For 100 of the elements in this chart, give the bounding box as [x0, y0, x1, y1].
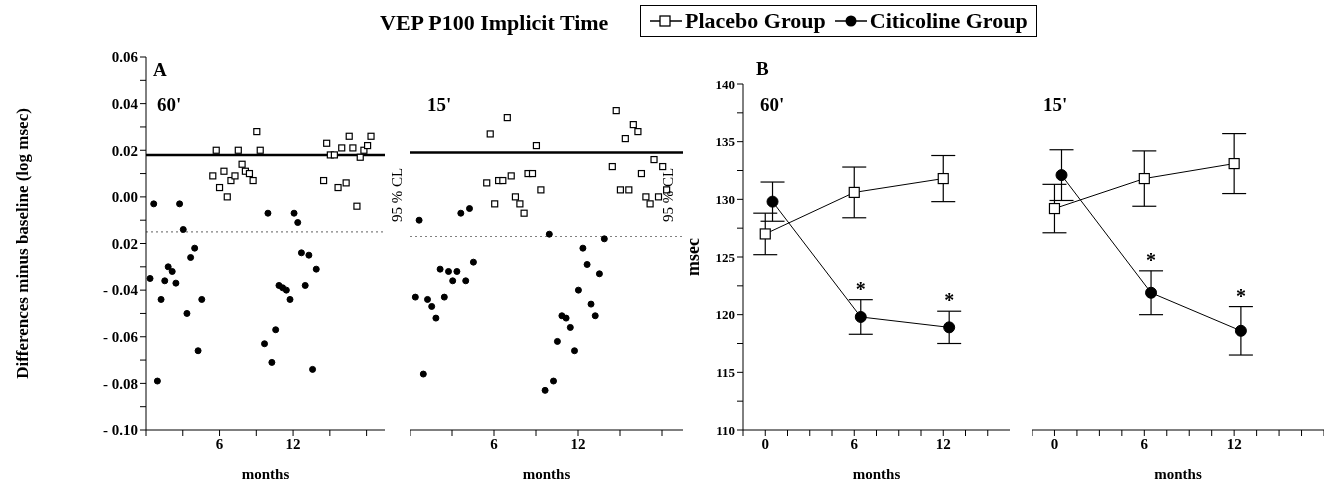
point — [157, 295, 165, 303]
point — [453, 267, 461, 275]
point — [356, 153, 364, 161]
x-axis-title: months — [522, 466, 571, 481]
point — [1145, 286, 1158, 299]
x-axis-title: months — [1154, 466, 1202, 481]
point — [600, 235, 608, 243]
point — [419, 370, 427, 378]
point — [486, 130, 494, 138]
point — [234, 146, 242, 154]
y-tick-label: 125 — [715, 249, 736, 265]
point — [625, 186, 633, 194]
point — [595, 270, 603, 278]
x-tick-label: 6 — [490, 435, 499, 452]
point — [608, 162, 616, 171]
point — [654, 193, 663, 201]
y-tick-label: - 0.08 — [103, 375, 138, 392]
point — [642, 193, 650, 201]
point — [187, 253, 195, 261]
point — [629, 121, 637, 129]
x-tick-label: 12 — [935, 435, 951, 452]
x-axis-title: months — [852, 466, 901, 481]
point — [330, 151, 338, 159]
point — [616, 186, 625, 194]
point — [353, 202, 361, 210]
point — [432, 314, 440, 322]
point — [537, 186, 545, 194]
x-tick-label: 12 — [570, 435, 586, 452]
y-tick-label: 130 — [715, 191, 735, 207]
point — [238, 160, 246, 168]
x-tick-label: 6 — [850, 435, 859, 452]
point — [268, 358, 276, 366]
y-tick-label: - 0.06 — [103, 329, 139, 346]
point — [1234, 324, 1247, 337]
point — [364, 141, 372, 150]
y-tick-label: 140 — [715, 76, 735, 92]
point — [153, 377, 161, 385]
x-tick-label: 6 — [215, 435, 224, 452]
point — [574, 286, 582, 294]
point — [256, 146, 264, 154]
point — [854, 310, 867, 323]
annotation: 60' — [157, 94, 182, 115]
point — [449, 277, 457, 285]
point — [469, 258, 477, 266]
y-tick-label: 110 — [716, 422, 735, 438]
y-tick-label: 115 — [716, 364, 736, 380]
point — [1138, 172, 1150, 185]
point — [245, 169, 254, 178]
point — [168, 267, 176, 275]
point — [194, 347, 202, 355]
point — [612, 107, 620, 115]
point — [499, 176, 507, 185]
point — [301, 281, 309, 289]
point — [550, 377, 557, 385]
point — [457, 209, 465, 217]
point — [172, 279, 180, 287]
x-axis-title: months — [241, 466, 290, 481]
point — [294, 219, 302, 227]
x-tick-label: 0 — [761, 435, 769, 452]
point — [646, 200, 654, 208]
chart-title: VEP P100 Implicit Time — [380, 10, 609, 35]
point — [164, 263, 172, 271]
y-tick-label: 0.00 — [111, 189, 138, 206]
text: B — [756, 58, 769, 79]
point — [937, 172, 949, 185]
annotation: 95 % CL — [659, 167, 676, 223]
point — [436, 265, 444, 273]
point — [261, 340, 269, 348]
point — [587, 300, 595, 308]
point — [1048, 202, 1061, 215]
point — [634, 128, 642, 136]
annotation: * — [944, 289, 955, 312]
point — [312, 265, 320, 273]
point — [264, 209, 272, 217]
y-tick-label: 135 — [715, 134, 736, 150]
point — [367, 132, 375, 140]
point — [349, 144, 357, 152]
point — [491, 200, 499, 208]
annotation: 60' — [760, 94, 785, 115]
point — [176, 200, 184, 208]
x-tick-label: 12 — [1226, 435, 1242, 452]
point — [553, 337, 561, 345]
annotation: A — [153, 59, 167, 80]
point — [212, 146, 220, 154]
point — [415, 216, 423, 224]
point — [428, 302, 436, 310]
x-tick-label: 0 — [1050, 435, 1059, 452]
point — [650, 155, 658, 164]
point — [249, 176, 257, 185]
point — [943, 321, 956, 334]
point — [215, 183, 224, 192]
point — [320, 176, 328, 185]
y-axis-title: Differences minus baseline (log msec) — [13, 108, 33, 379]
point — [571, 347, 578, 355]
x-tick-label: 12 — [285, 435, 301, 452]
annotation: * — [1235, 284, 1246, 307]
y-axis-title: msec — [683, 238, 704, 276]
point — [179, 226, 187, 234]
point — [334, 183, 342, 192]
y-tick-label: 0.02 — [111, 235, 138, 252]
